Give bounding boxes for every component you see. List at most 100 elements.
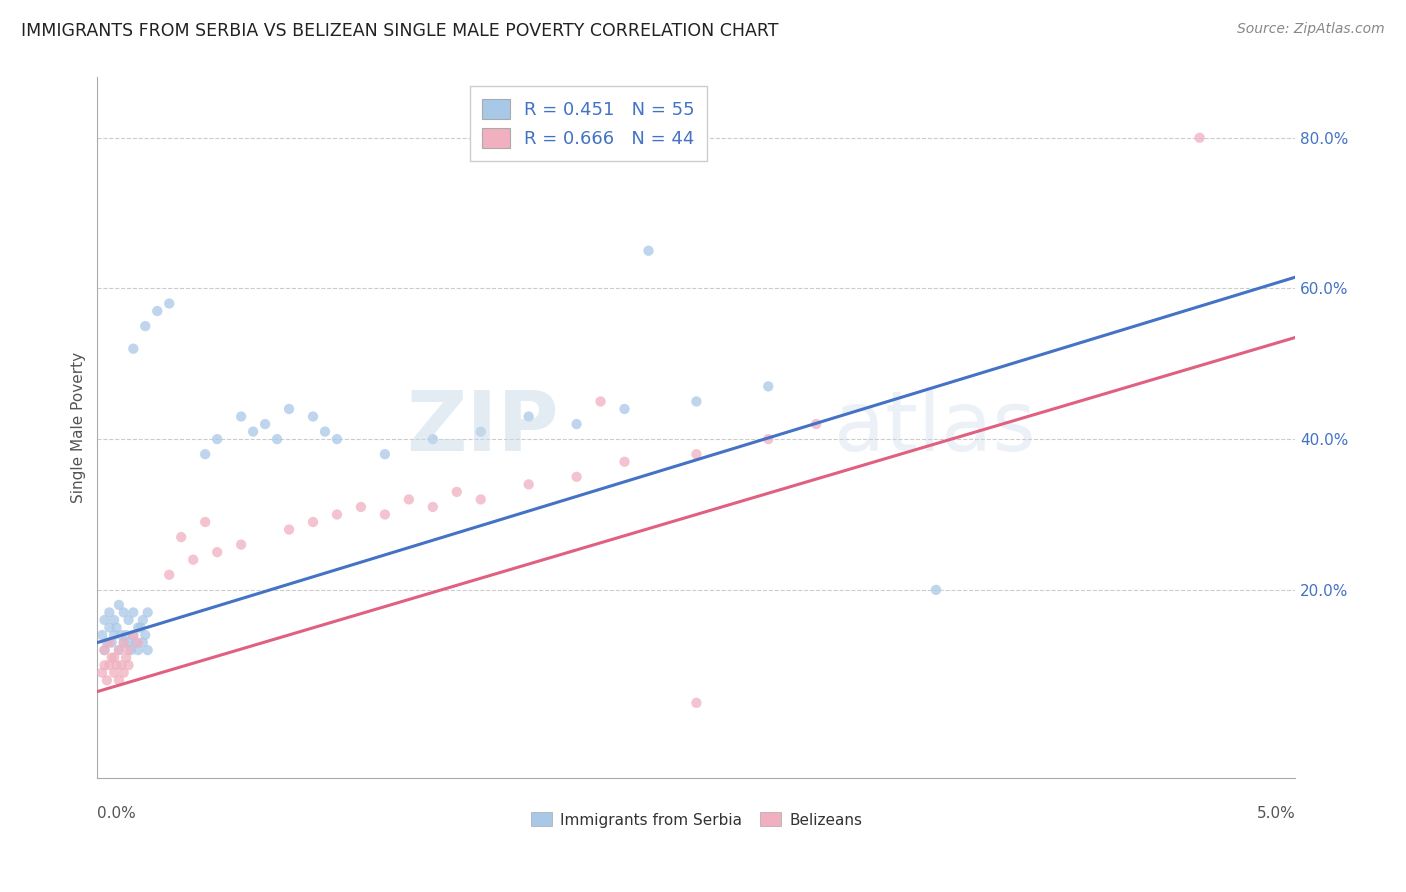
Point — [278, 402, 301, 417]
Point — [127, 635, 149, 649]
Point — [103, 650, 125, 665]
Point — [108, 598, 131, 612]
Point — [132, 613, 155, 627]
Text: ZIP: ZIP — [406, 387, 558, 468]
Point — [93, 643, 115, 657]
Point — [756, 432, 779, 446]
Point — [613, 402, 636, 417]
Point — [242, 425, 264, 439]
Point — [96, 673, 118, 688]
Point — [266, 432, 288, 446]
Point — [98, 658, 121, 673]
Point — [205, 545, 228, 559]
Point — [326, 432, 349, 446]
Point — [112, 635, 135, 649]
Point — [685, 696, 707, 710]
Point — [112, 635, 135, 649]
Point — [685, 447, 707, 461]
Text: Source: ZipAtlas.com: Source: ZipAtlas.com — [1237, 22, 1385, 37]
Point — [115, 650, 138, 665]
Point — [98, 606, 121, 620]
Point — [110, 658, 132, 673]
Text: 0.0%: 0.0% — [97, 806, 136, 822]
Point — [91, 628, 114, 642]
Point — [117, 635, 139, 649]
Point — [398, 492, 420, 507]
Point — [103, 613, 125, 627]
Point — [565, 470, 588, 484]
Point — [470, 425, 492, 439]
Point — [613, 455, 636, 469]
Text: 5.0%: 5.0% — [1257, 806, 1295, 822]
Point — [93, 643, 115, 657]
Text: IMMIGRANTS FROM SERBIA VS BELIZEAN SINGLE MALE POVERTY CORRELATION CHART: IMMIGRANTS FROM SERBIA VS BELIZEAN SINGL… — [21, 22, 779, 40]
Point — [110, 628, 132, 642]
Point — [122, 628, 145, 642]
Point — [254, 417, 277, 431]
Point — [117, 643, 139, 657]
Point — [108, 643, 131, 657]
Point — [205, 432, 228, 446]
Point — [105, 620, 128, 634]
Point — [127, 643, 149, 657]
Point — [100, 635, 122, 649]
Point — [925, 582, 948, 597]
Point — [302, 409, 325, 424]
Point — [565, 417, 588, 431]
Point — [91, 665, 114, 680]
Point — [100, 650, 122, 665]
Point — [374, 508, 396, 522]
Point — [194, 515, 217, 529]
Point — [120, 643, 142, 657]
Point — [157, 296, 180, 310]
Point — [314, 425, 336, 439]
Point — [685, 394, 707, 409]
Point — [1188, 130, 1211, 145]
Point — [374, 447, 396, 461]
Point — [122, 628, 145, 642]
Point — [589, 394, 612, 409]
Point — [127, 620, 149, 634]
Point — [98, 635, 121, 649]
Point — [108, 673, 131, 688]
Point — [122, 606, 145, 620]
Point — [93, 613, 115, 627]
Point — [302, 515, 325, 529]
Point — [108, 643, 131, 657]
Point — [422, 432, 444, 446]
Point — [517, 409, 540, 424]
Point — [112, 606, 135, 620]
Point — [136, 606, 159, 620]
Point — [637, 244, 659, 258]
Point — [122, 342, 145, 356]
Point — [181, 552, 204, 566]
Point — [96, 635, 118, 649]
Legend: Immigrants from Serbia, Belizeans: Immigrants from Serbia, Belizeans — [524, 806, 869, 834]
Point — [446, 484, 468, 499]
Point — [112, 665, 135, 680]
Point — [229, 538, 252, 552]
Point — [103, 628, 125, 642]
Point — [157, 567, 180, 582]
Point — [103, 665, 125, 680]
Point — [136, 643, 159, 657]
Point — [806, 417, 828, 431]
Point — [756, 379, 779, 393]
Point — [517, 477, 540, 491]
Point — [470, 492, 492, 507]
Point — [326, 508, 349, 522]
Point — [117, 613, 139, 627]
Point — [134, 319, 156, 334]
Point — [98, 620, 121, 634]
Point — [105, 658, 128, 673]
Point — [134, 628, 156, 642]
Point — [146, 304, 169, 318]
Point — [132, 635, 155, 649]
Point — [278, 523, 301, 537]
Y-axis label: Single Male Poverty: Single Male Poverty — [72, 352, 86, 503]
Point — [194, 447, 217, 461]
Point — [170, 530, 193, 544]
Point — [117, 658, 139, 673]
Point — [129, 620, 152, 634]
Point — [93, 658, 115, 673]
